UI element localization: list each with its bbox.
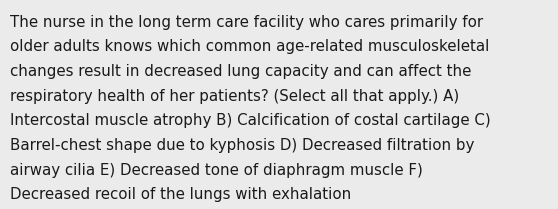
- Text: respiratory health of her patients? (Select all that apply.) A): respiratory health of her patients? (Sel…: [10, 89, 459, 104]
- Text: Intercostal muscle atrophy B) Calcification of costal cartilage C): Intercostal muscle atrophy B) Calcificat…: [10, 113, 491, 128]
- Text: changes result in decreased lung capacity and can affect the: changes result in decreased lung capacit…: [10, 64, 472, 79]
- Text: airway cilia E) Decreased tone of diaphragm muscle F): airway cilia E) Decreased tone of diaphr…: [10, 163, 423, 178]
- Text: The nurse in the long term care facility who cares primarily for: The nurse in the long term care facility…: [10, 15, 483, 30]
- Text: older adults knows which common age-related musculoskeletal: older adults knows which common age-rela…: [10, 39, 489, 54]
- Text: Decreased recoil of the lungs with exhalation: Decreased recoil of the lungs with exhal…: [10, 187, 352, 202]
- Text: Barrel-chest shape due to kyphosis D) Decreased filtration by: Barrel-chest shape due to kyphosis D) De…: [10, 138, 474, 153]
